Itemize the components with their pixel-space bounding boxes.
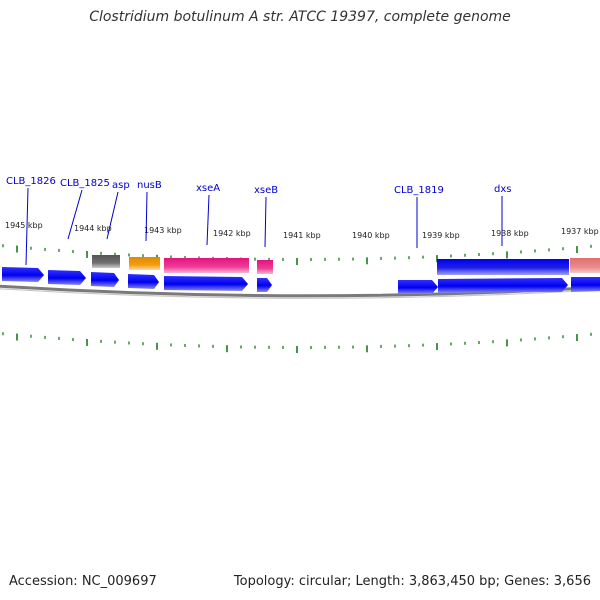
cds-arrow[interactable] [257,278,272,292]
trna-feature[interactable] [92,255,120,268]
scale-tick-label: 1938 kbp [491,229,529,238]
scale-tick-label: 1944 kbp [74,224,112,233]
leader-line [206,194,210,246]
cds-arrow[interactable] [128,274,159,289]
gene-label[interactable]: CLB_1819 [394,185,444,196]
xseb-feature[interactable] [257,260,273,274]
gene-label-leaders [25,187,503,266]
dxs-feature[interactable] [437,259,569,275]
scale-tick-label: 1940 kbp [352,231,390,240]
scale-tick-label: 1942 kbp [213,229,251,238]
scale-tick-label: 1939 kbp [422,231,460,240]
gene-label[interactable]: CLB_1826 [6,176,56,187]
leader-line [264,196,267,248]
cds-arrow[interactable] [438,278,568,293]
cds-arrow[interactable] [2,267,44,282]
gene-label[interactable]: CLB_1825 [60,178,110,189]
cds-arrow[interactable] [398,280,438,294]
cds-track [2,267,600,294]
feature-track-upper [92,255,600,275]
gene-label[interactable]: dxs [494,184,511,195]
gene-label[interactable]: xseA [196,183,220,194]
gene-label[interactable]: xseB [254,185,278,196]
cds-arrow[interactable] [571,277,600,292]
genome-stats-text: Topology: circular; Length: 3,863,450 bp… [233,574,591,589]
leader-line [67,189,83,240]
gene-label[interactable]: asp [112,180,130,191]
gene-label[interactable]: nusB [137,180,162,191]
scale-tick-label: 1941 kbp [283,231,321,240]
next-feature[interactable] [570,258,600,273]
leader-line [25,187,29,266]
genome-title: Clostridium botulinum A str. ATCC 19397,… [89,9,511,25]
scale-tick-label: 1945 kbp [5,221,43,230]
cds-arrow[interactable] [164,276,248,291]
leader-line [145,191,148,242]
scale-tick-label: 1943 kbp [144,226,182,235]
scale-tick-label: 1937 kbp [561,227,599,236]
genome-backbone-shadow [0,288,600,299]
cds-arrow[interactable] [48,270,86,285]
lower-tick-ring [2,332,592,353]
xsea-feature[interactable] [164,258,249,273]
cds-arrow[interactable] [91,272,119,287]
nusb-feature[interactable] [129,257,160,270]
accession-text: Accession: NC_009697 [9,574,157,589]
gene-labels: CLB_1826 CLB_1825 asp nusB xseA xseB CLB… [6,176,511,196]
scale-labels: 1945 kbp 1944 kbp 1943 kbp 1942 kbp 1941… [5,221,599,240]
leader-line [106,191,119,240]
